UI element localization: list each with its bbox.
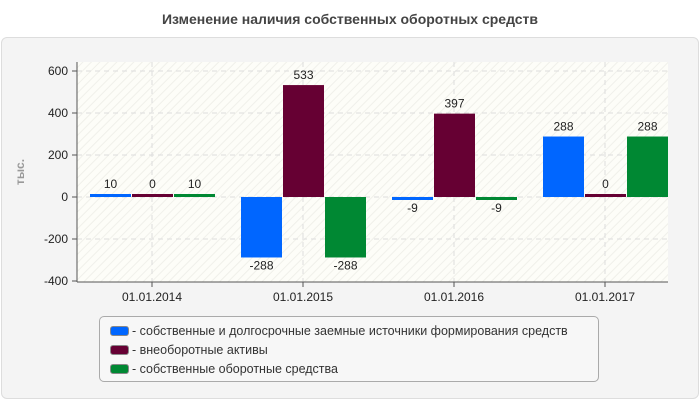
data-label: 10 xyxy=(104,177,118,191)
legend-swatch xyxy=(110,363,129,374)
bar xyxy=(627,136,668,197)
y-tick-label: 400 xyxy=(48,106,68,120)
y-tick-label: -200 xyxy=(44,232,68,246)
bar xyxy=(585,194,626,197)
y-tick-label: 0 xyxy=(61,190,68,204)
data-label: 288 xyxy=(637,120,657,134)
legend-swatch xyxy=(110,344,129,355)
legend-label: - собственные оборотные средства xyxy=(132,361,338,376)
data-label: 397 xyxy=(444,97,464,111)
data-label: 0 xyxy=(149,177,156,191)
y-tick-label: 200 xyxy=(48,148,68,162)
x-tick-label: 01.01.2017 xyxy=(575,290,635,304)
data-label: 288 xyxy=(553,120,573,134)
data-label: -288 xyxy=(333,258,357,272)
bar xyxy=(132,194,173,197)
legend-label: - собственные и долгосрочные заемные ист… xyxy=(132,323,568,338)
bar xyxy=(476,197,517,200)
legend: - собственные и долгосрочные заемные ист… xyxy=(99,316,599,382)
data-label: 10 xyxy=(188,177,202,191)
x-tick-label: 01.01.2016 xyxy=(424,290,484,304)
bar xyxy=(392,197,433,200)
y-axis-label: тыс. xyxy=(13,159,27,185)
data-label: -288 xyxy=(249,258,273,272)
chart-title: Изменение наличия собственных оборотных … xyxy=(161,11,539,27)
legend-swatch xyxy=(110,325,129,336)
y-tick-label: 600 xyxy=(48,64,68,78)
bar xyxy=(543,136,584,197)
data-label: 533 xyxy=(293,68,313,82)
legend-label: - внеоборотные активы xyxy=(132,342,268,357)
bar xyxy=(90,194,131,197)
legend-item: - внеоборотные активы xyxy=(110,340,598,359)
bar xyxy=(241,197,282,258)
x-tick-label: 01.01.2014 xyxy=(122,290,182,304)
bar xyxy=(325,197,366,258)
legend-item: - собственные и долгосрочные заемные ист… xyxy=(110,321,598,340)
bar xyxy=(174,194,215,197)
legend-item: - собственные оборотные средства xyxy=(110,359,598,378)
y-tick-label: -400 xyxy=(44,274,68,288)
x-tick-label: 01.01.2015 xyxy=(273,290,333,304)
bar xyxy=(283,85,324,197)
data-label: -9 xyxy=(407,201,418,215)
data-label: -9 xyxy=(491,201,502,215)
data-label: 0 xyxy=(602,177,609,191)
bar xyxy=(434,113,475,197)
